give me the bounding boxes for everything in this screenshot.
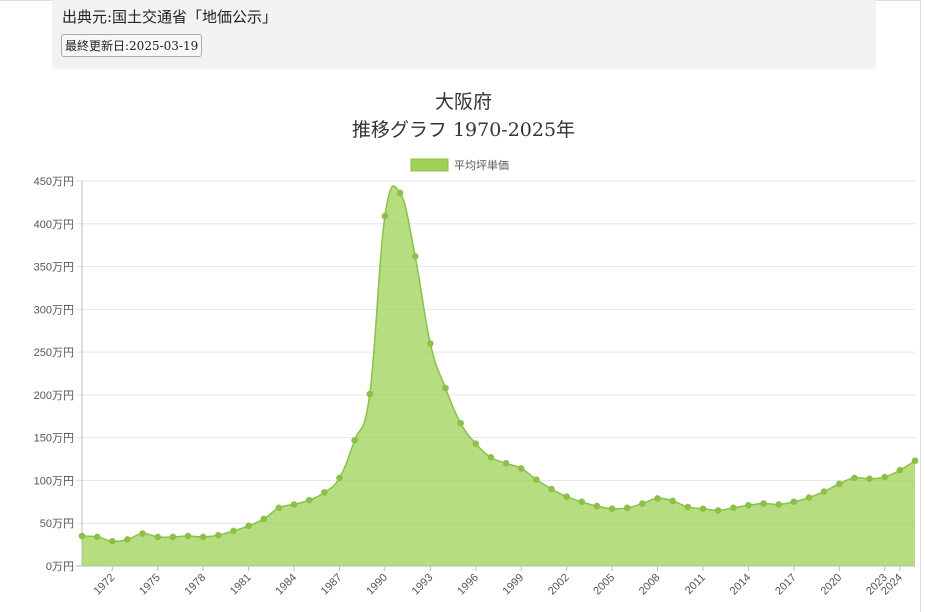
y-tick-label: 350万円 bbox=[34, 262, 74, 274]
y-tick-label: 150万円 bbox=[34, 433, 74, 445]
data-point bbox=[411, 252, 419, 260]
data-point bbox=[336, 474, 343, 482]
data-point bbox=[684, 503, 692, 511]
data-point bbox=[230, 527, 237, 535]
data-point bbox=[396, 189, 404, 197]
x-tick-label: 2011 bbox=[683, 572, 708, 597]
x-tick-label: 2005 bbox=[591, 572, 617, 598]
data-point bbox=[199, 533, 207, 541]
y-tick-label: 200万円 bbox=[34, 390, 74, 402]
x-tick-label: 2008 bbox=[637, 572, 663, 598]
data-point bbox=[472, 440, 480, 447]
data-point bbox=[896, 466, 904, 474]
data-point bbox=[608, 505, 616, 512]
data-point bbox=[275, 504, 283, 512]
data-point bbox=[563, 493, 570, 501]
x-tick-label: 2017 bbox=[773, 572, 799, 598]
x-tick-label: 1978 bbox=[182, 572, 208, 598]
data-point bbox=[381, 212, 389, 220]
chart-subtitle: 推移グラフ 1970-2025年 bbox=[352, 119, 575, 141]
data-point bbox=[93, 533, 101, 541]
legend-label: 平均坪単価 bbox=[454, 158, 509, 172]
data-point bbox=[139, 530, 146, 537]
data-point bbox=[108, 537, 116, 545]
y-tick-label: 300万円 bbox=[34, 304, 74, 316]
x-tick-label: 1987 bbox=[319, 572, 345, 598]
y-tick-label: 100万円 bbox=[34, 475, 74, 487]
data-point bbox=[366, 390, 374, 398]
data-point bbox=[578, 498, 586, 506]
data-point bbox=[669, 497, 676, 505]
data-point bbox=[745, 501, 752, 509]
data-point bbox=[78, 532, 86, 540]
x-tick-label: 1972 bbox=[92, 572, 118, 598]
data-point bbox=[623, 504, 631, 512]
data-point bbox=[154, 533, 162, 541]
data-point bbox=[427, 340, 434, 347]
data-point bbox=[639, 500, 646, 507]
data-point bbox=[548, 485, 555, 493]
chart-title: 大阪府 bbox=[435, 91, 492, 113]
data-point bbox=[169, 533, 177, 541]
x-tick-label: 1999 bbox=[501, 572, 527, 598]
data-point bbox=[805, 494, 813, 501]
y-tick-label: 450万円 bbox=[34, 176, 74, 188]
x-tick-label: 1996 bbox=[455, 572, 481, 598]
data-point bbox=[260, 515, 268, 523]
series-area bbox=[82, 186, 915, 566]
data-point bbox=[487, 454, 495, 461]
data-point bbox=[820, 488, 828, 495]
x-tick-label: 1990 bbox=[364, 572, 390, 598]
y-tick-label: 0万円 bbox=[46, 561, 74, 573]
data-point bbox=[517, 465, 525, 472]
x-tick-label: 2014 bbox=[728, 572, 754, 598]
x-tick-label: 1993 bbox=[410, 572, 436, 598]
data-point bbox=[305, 496, 313, 504]
y-tick-label: 400万円 bbox=[34, 219, 74, 231]
last-updated-badge: 最終更新日:2025-03-19 bbox=[61, 34, 203, 57]
data-point bbox=[881, 473, 889, 481]
data-point bbox=[911, 457, 919, 465]
data-point bbox=[502, 460, 510, 467]
legend-swatch bbox=[410, 158, 449, 172]
data-point bbox=[321, 489, 328, 496]
data-point bbox=[245, 522, 252, 530]
data-point bbox=[729, 504, 737, 512]
y-tick-label: 50万円 bbox=[40, 518, 74, 530]
data-point bbox=[866, 475, 873, 483]
data-point bbox=[835, 480, 843, 488]
data-point bbox=[457, 419, 464, 427]
x-tick-label: 1975 bbox=[137, 572, 163, 598]
source-info-panel: 出典元:国土交通省「地価公示」 最終更新日:2025-03-19 bbox=[52, 0, 876, 69]
data-point bbox=[775, 501, 782, 508]
data-point bbox=[851, 474, 858, 482]
data-point bbox=[124, 536, 131, 543]
x-tick-label: 2020 bbox=[819, 572, 845, 598]
data-point bbox=[442, 384, 449, 392]
data-point bbox=[290, 501, 298, 508]
data-point bbox=[533, 476, 540, 483]
data-point bbox=[215, 531, 222, 539]
y-tick-label: 250万円 bbox=[34, 347, 74, 359]
data-point bbox=[654, 495, 661, 502]
data-point bbox=[790, 498, 798, 506]
source-text: 出典元:国土交通省「地価公示」 bbox=[62, 8, 278, 26]
data-point bbox=[714, 507, 722, 514]
data-point bbox=[351, 436, 358, 444]
x-tick-label: 1981 bbox=[228, 572, 254, 598]
x-tick-label: 2002 bbox=[546, 572, 572, 598]
data-point bbox=[760, 500, 767, 507]
data-point bbox=[699, 505, 707, 512]
data-point bbox=[184, 532, 192, 540]
data-point bbox=[593, 502, 601, 510]
x-tick-label: 1984 bbox=[273, 572, 299, 598]
